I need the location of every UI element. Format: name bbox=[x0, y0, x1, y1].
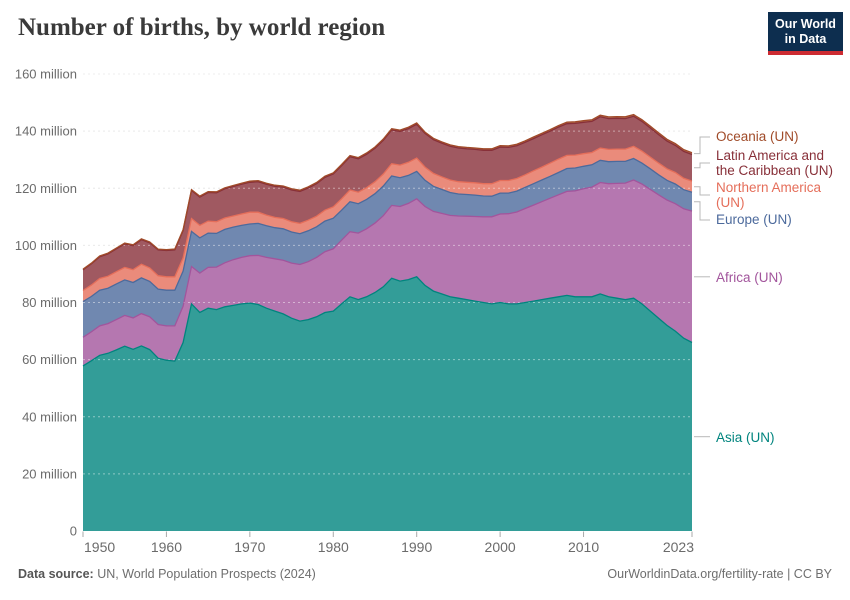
data-source-text: UN, World Population Prospects (2024) bbox=[93, 567, 316, 581]
legend-label-line: Europe (UN) bbox=[716, 212, 792, 227]
legend-connector-latin_america bbox=[694, 162, 710, 169]
x-axis-label-1990: 1990 bbox=[401, 539, 432, 555]
legend-label-line: Oceania (UN) bbox=[716, 129, 799, 144]
legend-label-line: Northern America bbox=[716, 180, 822, 195]
legend-label-line: Africa (UN) bbox=[716, 270, 783, 285]
x-axis-label-1970: 1970 bbox=[234, 539, 265, 555]
y-axis-label-120: 120 million bbox=[15, 181, 77, 196]
legend-label-line: (UN) bbox=[716, 194, 745, 210]
owid-logo-line2: in Data bbox=[784, 32, 827, 46]
x-axis-label-1980: 1980 bbox=[318, 539, 349, 555]
x-axis-label-1960: 1960 bbox=[151, 539, 182, 555]
y-axis-label-160: 160 million bbox=[15, 67, 77, 82]
y-axis-label-0: 0 bbox=[70, 524, 77, 539]
legend-connector-oceania bbox=[694, 136, 710, 155]
x-axis-label-2010: 2010 bbox=[568, 539, 599, 555]
page-title: Number of births, by world region bbox=[18, 14, 386, 41]
y-axis-label-60: 60 million bbox=[22, 352, 77, 367]
area-europe[interactable] bbox=[83, 158, 692, 338]
boundary-europe bbox=[82, 157, 693, 303]
legend-label-line: Latin America and bbox=[716, 148, 825, 163]
license-note[interactable]: OurWorldinData.org/fertility-rate | CC B… bbox=[607, 567, 832, 581]
legend-item-asia[interactable]: Asia (UN) bbox=[716, 430, 775, 446]
data-source-note: Data source: UN, World Population Prospe… bbox=[18, 567, 316, 581]
area-northern_america[interactable] bbox=[83, 146, 692, 302]
legend-item-oceania[interactable]: Oceania (UN) bbox=[716, 129, 799, 145]
legend-label-line: the Caribbean (UN) bbox=[716, 162, 834, 178]
legend-connector-northern_america bbox=[694, 186, 710, 196]
owid-logo-line1: Our World bbox=[775, 17, 836, 31]
y-axis-label-140: 140 million bbox=[15, 124, 77, 139]
legend-item-africa[interactable]: Africa (UN) bbox=[716, 270, 783, 286]
legend-item-latin_america[interactable]: Latin America and the Caribbean (UN) bbox=[716, 148, 834, 178]
y-axis-label-20: 20 million bbox=[22, 466, 77, 481]
area-asia[interactable] bbox=[83, 276, 692, 531]
legend-item-europe[interactable]: Europe (UN) bbox=[716, 212, 792, 228]
legend-connector-europe bbox=[694, 201, 710, 221]
legend-label-line: Asia (UN) bbox=[716, 430, 775, 445]
boundary-northern_america bbox=[82, 145, 693, 292]
area-africa[interactable] bbox=[83, 180, 692, 366]
x-axis-label-2023: 2023 bbox=[663, 539, 694, 555]
legend-item-northern_america[interactable]: Northern America (UN) bbox=[716, 180, 822, 210]
data-source-label: Data source: bbox=[18, 567, 94, 581]
x-axis-label-2000: 2000 bbox=[485, 539, 516, 555]
boundary-africa bbox=[82, 179, 693, 338]
y-axis-label-80: 80 million bbox=[22, 295, 77, 310]
area-latin_america[interactable] bbox=[83, 116, 692, 291]
owid-logo[interactable]: Our World in Data bbox=[768, 12, 843, 55]
y-axis-label-40: 40 million bbox=[22, 409, 77, 424]
boundary-asia bbox=[82, 276, 693, 367]
x-axis-label-1950: 1950 bbox=[84, 539, 115, 555]
y-axis-label-100: 100 million bbox=[15, 238, 77, 253]
boundary-oceania bbox=[82, 113, 693, 270]
